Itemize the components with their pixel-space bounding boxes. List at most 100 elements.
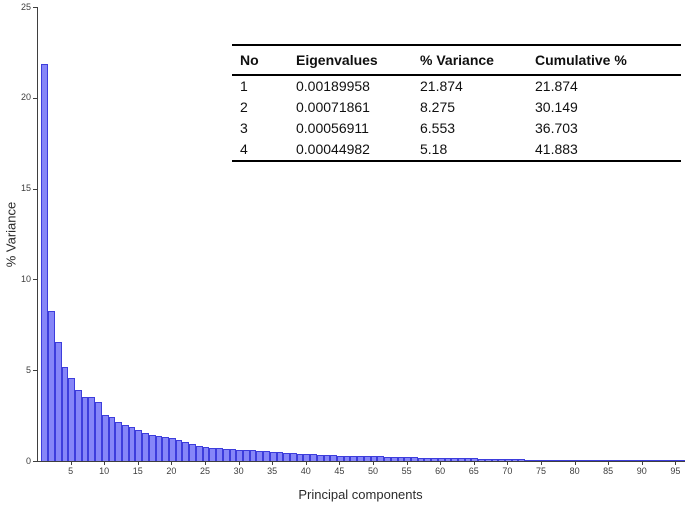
bar-pc-2 — [48, 310, 55, 461]
bar-pc-7 — [81, 396, 89, 461]
bar-pc-17 — [148, 434, 156, 461]
bar-pc-40 — [303, 454, 311, 461]
bar-pc-62 — [451, 458, 458, 461]
x-tick-mark — [507, 462, 509, 465]
bar-pc-59 — [431, 457, 438, 461]
x-tick-label-15: 15 — [132, 466, 143, 476]
table-cell: 5.18 — [420, 141, 448, 157]
y-tick-label-20: 20 — [20, 92, 31, 103]
table-cell: 21.874 — [535, 78, 578, 94]
bar-pc-54 — [397, 457, 405, 461]
bar-pc-50 — [370, 456, 378, 461]
x-tick-label-90: 90 — [636, 466, 647, 476]
bar-pc-16 — [142, 432, 149, 461]
eigenvalue-table: No Eigenvalues% Variance Cumulative % 1 0.0… — [232, 44, 681, 162]
bar-pc-42 — [316, 454, 324, 461]
bar-pc-77 — [552, 459, 559, 461]
x-tick-label-35: 35 — [267, 466, 278, 476]
bar-pc-14 — [128, 427, 136, 461]
bar-pc-24 — [195, 445, 203, 461]
table-cell: 3 — [240, 120, 248, 136]
table-cell: 0.00056911 — [296, 120, 369, 136]
table-cell: 0.00071861 — [296, 99, 370, 115]
bar-pc-29 — [229, 449, 237, 461]
y-tick-mark — [33, 279, 37, 281]
bar-pc-15 — [135, 429, 143, 461]
table-cell: 0.00044982 — [296, 141, 370, 157]
table-header-cell: No — [232, 45, 288, 76]
x-tick-mark — [541, 462, 542, 465]
bar-pc-83 — [592, 459, 600, 461]
x-tick-label-30: 30 — [233, 466, 244, 476]
table-header-row: No Eigenvalues% Variance Cumulative % — [232, 45, 681, 76]
bar-pc-90 — [639, 459, 647, 461]
bar-pc-96 — [679, 459, 685, 461]
bar-pc-3 — [54, 342, 62, 461]
bar-pc-23 — [189, 443, 196, 461]
bar-pc-6 — [74, 390, 82, 461]
table-header-cell: Cumulative % — [527, 45, 681, 76]
bar-pc-33 — [256, 451, 264, 461]
bar-pc-41 — [310, 454, 317, 461]
x-tick-label-75: 75 — [535, 466, 547, 476]
bar-pc-34 — [263, 451, 270, 461]
bar-pc-4 — [61, 366, 69, 461]
bar-pc-76 — [545, 459, 553, 461]
bar-pc-87 — [619, 459, 626, 461]
x-tick-mark — [473, 462, 475, 465]
bar-pc-47 — [350, 455, 358, 461]
bar-pc-9 — [95, 401, 102, 461]
bar-pc-39 — [296, 453, 304, 461]
table-body: 1 0.00189958 21.874 21.874 2 0.00071861 8.275 3… — [232, 75, 681, 161]
table-cell: 8.275 — [420, 99, 456, 115]
table-cell: 2 — [240, 99, 248, 115]
bar-pc-32 — [249, 450, 257, 461]
bar-pc-84 — [599, 459, 606, 461]
x-tick-mark — [238, 462, 240, 465]
bar-pc-19 — [162, 436, 170, 461]
y-tick-mark — [33, 370, 37, 372]
x-tick-mark — [675, 462, 677, 465]
bar-pc-91 — [646, 459, 653, 461]
x-tick-mark — [272, 462, 274, 465]
bar-pc-70 — [505, 459, 512, 461]
x-tick-label-5: 5 — [68, 466, 74, 476]
x-tick-label-60: 60 — [435, 466, 446, 476]
bar-pc-53 — [390, 456, 398, 461]
bar-pc-27 — [216, 448, 223, 461]
x-tick-label-10: 10 — [99, 466, 110, 476]
bar-pc-92 — [652, 459, 660, 461]
bar-pc-28 — [222, 448, 230, 461]
x-tick-label-50: 50 — [367, 466, 379, 476]
bar-pc-88 — [626, 459, 633, 461]
bar-pc-36 — [276, 452, 284, 461]
bar-pc-38 — [290, 453, 297, 461]
bar-pc-61 — [444, 458, 452, 461]
bar-pc-64 — [464, 458, 472, 461]
bar-pc-51 — [377, 456, 385, 461]
y-tick-label-15: 15 — [20, 183, 31, 194]
y-tick-mark — [33, 97, 37, 99]
x-tick-mark — [608, 462, 610, 465]
bar-pc-74 — [531, 459, 539, 461]
table-cell: 21.874 — [420, 78, 463, 94]
bar-pc-82 — [585, 459, 593, 461]
bar-pc-48 — [357, 456, 364, 461]
bar-pc-57 — [417, 457, 425, 461]
x-tick-mark — [339, 462, 341, 465]
bar-pc-44 — [330, 455, 338, 461]
table-header-cell: Eigenvalues — [288, 45, 412, 76]
bar-pc-30 — [236, 449, 243, 461]
x-tick-mark — [574, 462, 576, 465]
bar-pc-65 — [471, 458, 479, 461]
bar-pc-49 — [363, 456, 371, 461]
y-tick-mark — [33, 461, 37, 462]
x-tick-label-70: 70 — [502, 466, 513, 476]
bar-pc-10 — [101, 414, 109, 461]
x-tick-label-80: 80 — [569, 466, 580, 476]
bar-pc-31 — [242, 450, 250, 461]
bar-pc-46 — [343, 455, 351, 461]
bar-pc-43 — [323, 455, 331, 461]
bar-pc-11 — [108, 417, 116, 461]
